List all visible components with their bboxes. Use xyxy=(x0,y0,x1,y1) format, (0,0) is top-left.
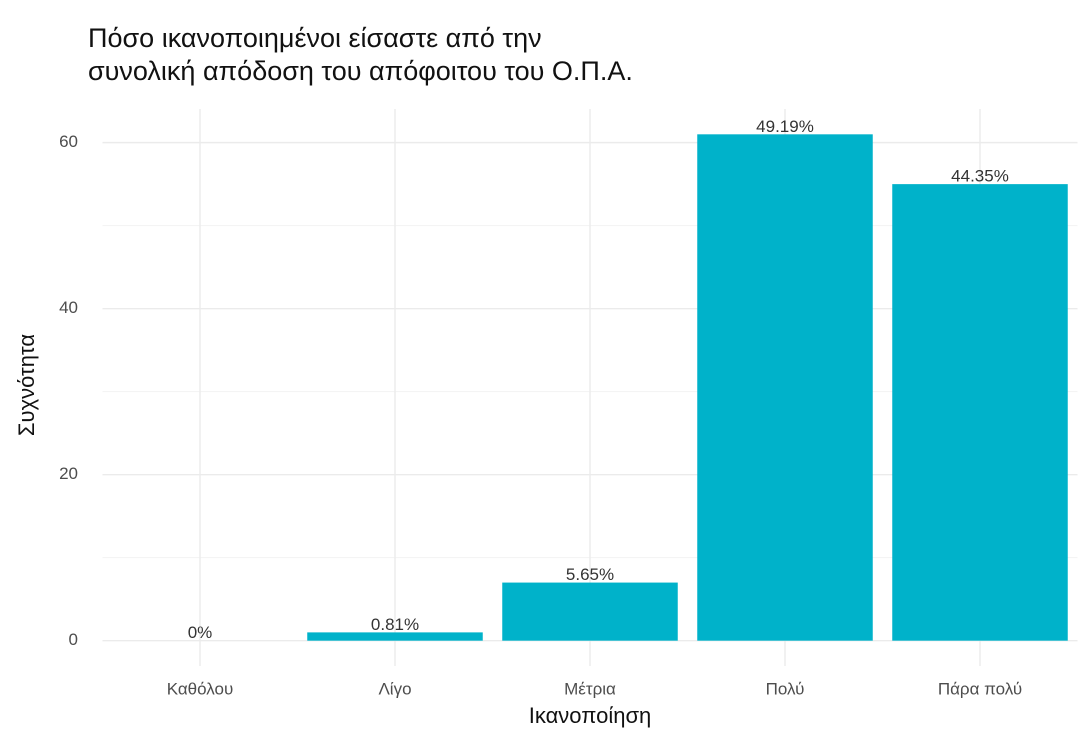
bar xyxy=(307,632,483,641)
y-axis-label: Συχνότητα xyxy=(14,334,39,436)
chart-title-line: συνολική απόδοση του απόφοιτου του Ο.Π.Α… xyxy=(88,56,633,86)
y-tick-label: 0 xyxy=(69,630,78,649)
y-tick-label: 60 xyxy=(59,132,78,151)
bar xyxy=(502,582,678,641)
x-tick-label: Πολύ xyxy=(766,679,805,698)
x-axis-label: Ικανοποίηση xyxy=(529,703,652,728)
bar-label: 5.65% xyxy=(566,565,614,584)
bar-label: 49.19% xyxy=(756,117,814,136)
x-tick-label: Καθόλου xyxy=(167,679,234,698)
x-tick-label: Μέτρια xyxy=(564,679,616,698)
x-tick-label: Πάρα πολύ xyxy=(938,679,1022,698)
bar-label: 44.35% xyxy=(951,167,1009,186)
bar-label: 0.81% xyxy=(371,615,419,634)
y-tick-label: 20 xyxy=(59,464,78,483)
x-tick-label: Λίγο xyxy=(378,679,411,698)
y-tick-label: 40 xyxy=(59,298,78,317)
bar xyxy=(697,134,873,641)
chart-title-line: Πόσο ικανοποιημένοι είσαστε από την xyxy=(88,23,542,53)
bar-label: 0% xyxy=(188,623,213,642)
bar xyxy=(892,184,1068,641)
